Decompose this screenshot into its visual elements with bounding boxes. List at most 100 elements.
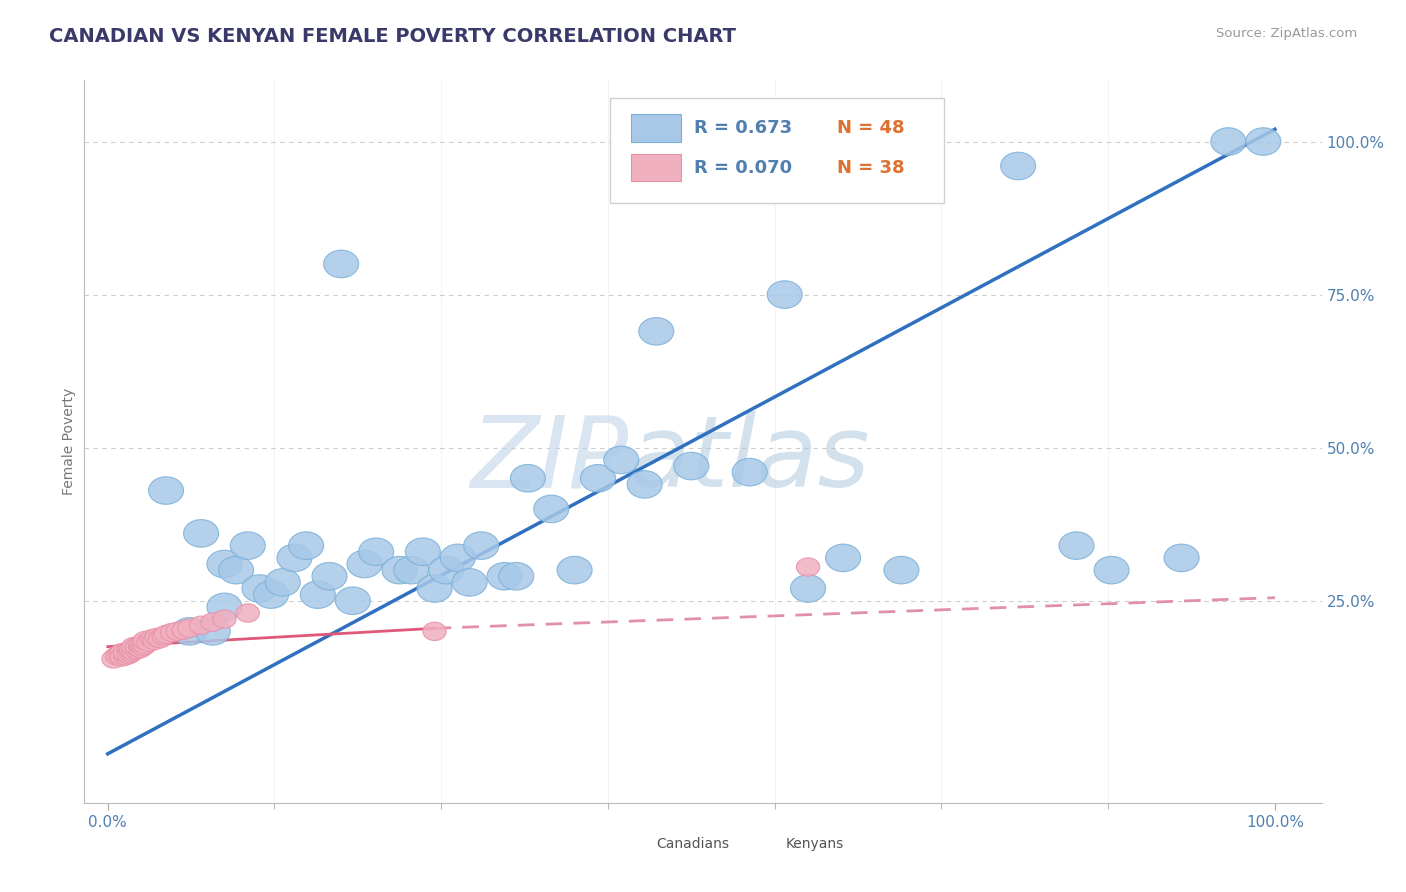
Ellipse shape xyxy=(134,632,156,649)
Ellipse shape xyxy=(117,646,141,664)
Ellipse shape xyxy=(581,465,616,492)
Ellipse shape xyxy=(108,646,131,664)
Text: R = 0.673: R = 0.673 xyxy=(695,119,793,137)
Ellipse shape xyxy=(236,604,260,623)
Ellipse shape xyxy=(394,557,429,584)
Ellipse shape xyxy=(603,446,638,474)
Ellipse shape xyxy=(277,544,312,572)
Text: Source: ZipAtlas.com: Source: ZipAtlas.com xyxy=(1216,27,1357,40)
Ellipse shape xyxy=(486,563,522,590)
Ellipse shape xyxy=(201,613,225,632)
Ellipse shape xyxy=(114,644,136,662)
FancyBboxPatch shape xyxy=(754,833,780,855)
Ellipse shape xyxy=(557,557,592,584)
FancyBboxPatch shape xyxy=(624,833,651,855)
Ellipse shape xyxy=(134,636,156,654)
Ellipse shape xyxy=(125,640,149,659)
Ellipse shape xyxy=(207,593,242,621)
Ellipse shape xyxy=(510,465,546,492)
Ellipse shape xyxy=(218,557,253,584)
Ellipse shape xyxy=(120,640,143,659)
Ellipse shape xyxy=(129,636,152,654)
Ellipse shape xyxy=(288,532,323,559)
Ellipse shape xyxy=(429,557,464,584)
Ellipse shape xyxy=(152,627,176,646)
Ellipse shape xyxy=(101,649,125,668)
Ellipse shape xyxy=(1211,128,1246,155)
Ellipse shape xyxy=(177,619,201,638)
Ellipse shape xyxy=(172,621,195,640)
Ellipse shape xyxy=(125,638,149,656)
FancyBboxPatch shape xyxy=(610,98,945,203)
Text: Kenyans: Kenyans xyxy=(786,837,844,851)
FancyBboxPatch shape xyxy=(631,154,681,181)
Ellipse shape xyxy=(149,476,184,504)
Ellipse shape xyxy=(207,550,242,578)
Text: atlas: atlas xyxy=(628,411,870,508)
Ellipse shape xyxy=(145,628,169,647)
Ellipse shape xyxy=(195,617,231,645)
Ellipse shape xyxy=(335,587,370,615)
Ellipse shape xyxy=(160,624,184,641)
Text: ZIP: ZIP xyxy=(471,411,628,508)
Ellipse shape xyxy=(768,281,803,309)
FancyBboxPatch shape xyxy=(631,114,681,142)
Ellipse shape xyxy=(884,557,920,584)
Ellipse shape xyxy=(117,641,141,660)
Ellipse shape xyxy=(129,640,152,657)
Text: N = 38: N = 38 xyxy=(837,159,904,177)
Ellipse shape xyxy=(312,563,347,590)
Ellipse shape xyxy=(155,625,177,644)
Ellipse shape xyxy=(499,563,534,590)
Ellipse shape xyxy=(253,581,288,608)
Ellipse shape xyxy=(166,623,190,640)
Ellipse shape xyxy=(149,630,172,648)
Ellipse shape xyxy=(796,558,820,576)
Ellipse shape xyxy=(266,568,301,596)
Ellipse shape xyxy=(423,623,446,640)
Ellipse shape xyxy=(122,638,145,656)
Ellipse shape xyxy=(418,574,453,602)
Ellipse shape xyxy=(825,544,860,572)
Ellipse shape xyxy=(673,452,709,480)
Ellipse shape xyxy=(1246,128,1281,155)
Y-axis label: Female Poverty: Female Poverty xyxy=(62,388,76,495)
Text: N = 48: N = 48 xyxy=(837,119,904,137)
Ellipse shape xyxy=(184,520,218,547)
Ellipse shape xyxy=(382,557,418,584)
Ellipse shape xyxy=(120,644,143,662)
Text: Canadians: Canadians xyxy=(657,837,728,851)
Ellipse shape xyxy=(1001,153,1036,180)
Ellipse shape xyxy=(114,647,136,665)
Ellipse shape xyxy=(1059,532,1094,559)
Ellipse shape xyxy=(242,574,277,602)
Ellipse shape xyxy=(131,638,155,656)
Ellipse shape xyxy=(359,538,394,566)
Ellipse shape xyxy=(141,630,163,648)
Ellipse shape xyxy=(143,632,166,649)
Text: R = 0.070: R = 0.070 xyxy=(695,159,793,177)
Ellipse shape xyxy=(453,568,486,596)
Ellipse shape xyxy=(110,648,134,666)
Ellipse shape xyxy=(172,617,207,645)
Ellipse shape xyxy=(110,644,134,662)
Ellipse shape xyxy=(1094,557,1129,584)
Ellipse shape xyxy=(231,532,266,559)
Text: CANADIAN VS KENYAN FEMALE POVERTY CORRELATION CHART: CANADIAN VS KENYAN FEMALE POVERTY CORREL… xyxy=(49,27,737,45)
Ellipse shape xyxy=(790,574,825,602)
Ellipse shape xyxy=(534,495,569,523)
Ellipse shape xyxy=(301,581,335,608)
Ellipse shape xyxy=(347,550,382,578)
Ellipse shape xyxy=(323,250,359,277)
Ellipse shape xyxy=(627,471,662,498)
Ellipse shape xyxy=(136,633,160,651)
Ellipse shape xyxy=(638,318,673,345)
Ellipse shape xyxy=(190,616,212,634)
Ellipse shape xyxy=(105,647,129,665)
Ellipse shape xyxy=(1164,544,1199,572)
Ellipse shape xyxy=(733,458,768,486)
Ellipse shape xyxy=(405,538,440,566)
Ellipse shape xyxy=(131,634,155,653)
Ellipse shape xyxy=(440,544,475,572)
Ellipse shape xyxy=(212,610,236,628)
